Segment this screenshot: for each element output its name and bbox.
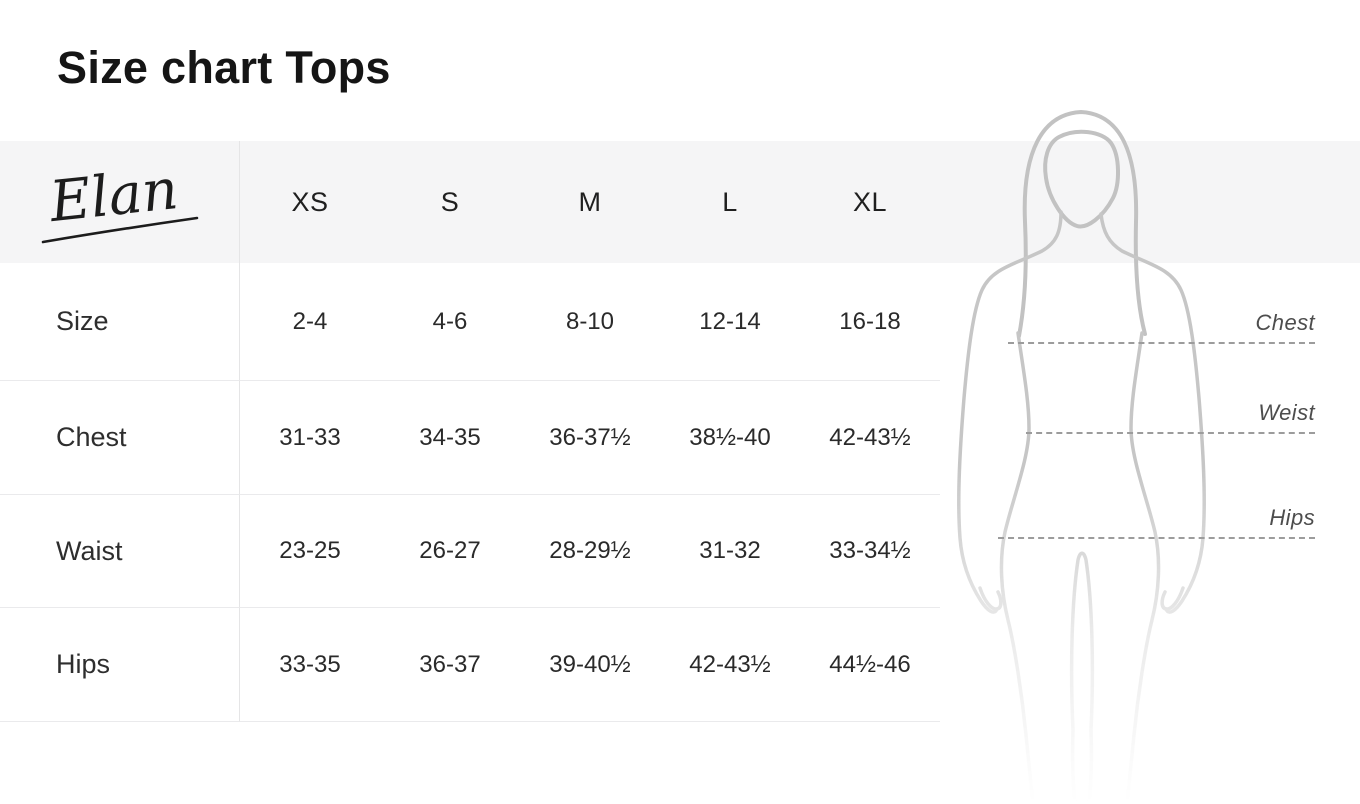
row-label-chest: Chest	[0, 381, 240, 495]
body-silhouette-svg	[957, 109, 1206, 804]
size-m: 8-10	[520, 263, 660, 381]
chest-measure-guide: Chest	[1008, 310, 1315, 344]
row-label-size: Size	[0, 263, 240, 381]
waist-dashed-line	[1026, 432, 1315, 434]
hips-xl: 44½-46	[800, 608, 940, 722]
right-torso-outline	[1125, 331, 1161, 804]
brand-logo: Elan	[0, 141, 240, 263]
size-xs: 2-4	[240, 263, 380, 381]
waist-measure-label: Weist	[1258, 400, 1315, 425]
waist-xl: 33-34½	[800, 495, 940, 608]
hips-l: 42-43½	[660, 608, 800, 722]
right-hand-outline	[1160, 586, 1185, 611]
col-header-xl: XL	[852, 186, 888, 217]
col-header-xs: XS	[291, 186, 329, 217]
col-header-l: L	[722, 186, 738, 217]
row-label-waist: Waist	[0, 495, 240, 608]
left-torso-outline	[999, 331, 1035, 804]
chest-dashed-line	[1008, 342, 1315, 344]
waist-s: 26-27	[380, 495, 520, 608]
chest-l: 38½-40	[660, 381, 800, 495]
chest-measure-label: Chest	[1255, 310, 1315, 335]
inner-legs-outline	[1069, 551, 1095, 804]
hips-measure-guide: Hips	[998, 505, 1315, 539]
chest-s: 34-35	[380, 381, 520, 495]
right-arm-outline	[1099, 212, 1206, 614]
col-header-s: S	[440, 186, 460, 217]
brand-logo-signature: Elan	[41, 157, 198, 244]
chest-xs: 31-33	[240, 381, 380, 495]
hips-xs: 33-35	[240, 608, 380, 722]
waist-m: 28-29½	[520, 495, 660, 608]
waist-xs: 23-25	[240, 495, 380, 608]
logo-underline	[41, 216, 198, 244]
waist-measure-guide: Weist	[1026, 400, 1315, 434]
left-arm-outline	[957, 210, 1063, 614]
page-title: Size chart Tops	[57, 42, 391, 93]
hips-dashed-line	[998, 537, 1315, 539]
svg-text:Elan: Elan	[45, 157, 180, 235]
face-outline	[1043, 129, 1120, 229]
size-l: 12-14	[660, 263, 800, 381]
left-hand-outline	[978, 586, 1003, 611]
size-s: 4-6	[380, 263, 520, 381]
table-header-band	[0, 141, 1360, 263]
hips-m: 39-40½	[520, 608, 660, 722]
waist-l: 31-32	[660, 495, 800, 608]
chest-xl: 42-43½	[800, 381, 940, 495]
hair-outline	[1017, 109, 1147, 338]
body-silhouette-illustration	[940, 100, 1360, 804]
chest-m: 36-37½	[520, 381, 660, 495]
size-xl: 16-18	[800, 263, 940, 381]
hips-s: 36-37	[380, 608, 520, 722]
col-header-m: M	[578, 186, 602, 217]
hips-measure-label: Hips	[1269, 505, 1315, 530]
row-label-hips: Hips	[0, 608, 240, 722]
size-chart-table: Elan XS S M L XL Size 2-4 4-6 8-10 12-14…	[0, 141, 940, 722]
